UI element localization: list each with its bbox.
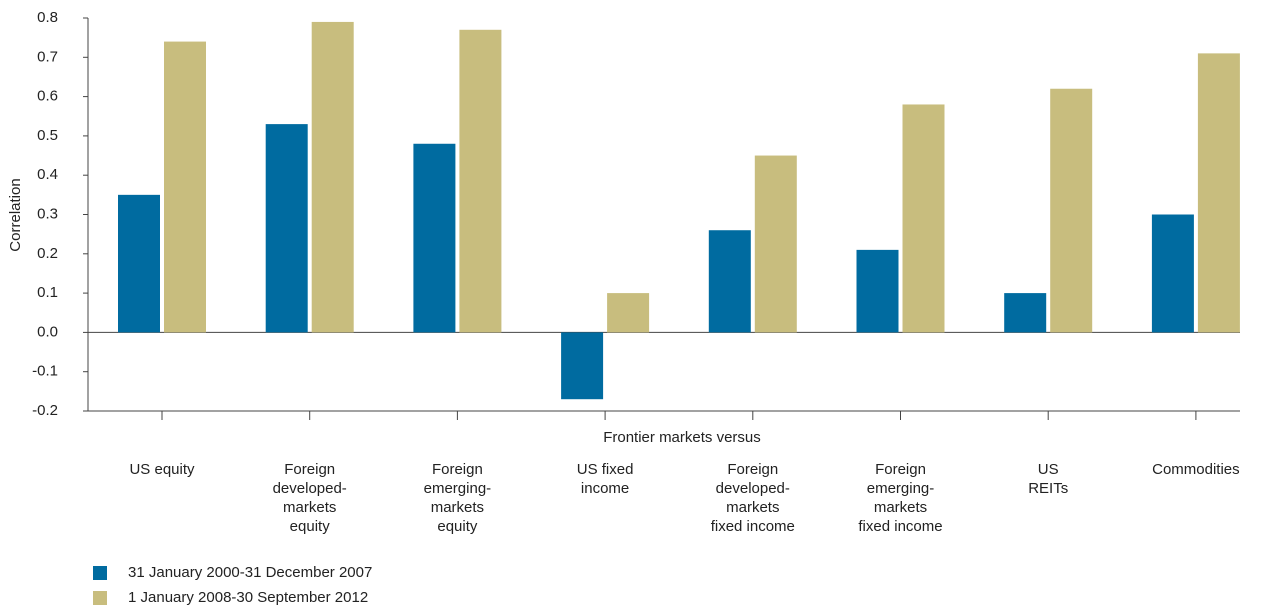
x-tick-label: markets bbox=[726, 499, 779, 516]
bar bbox=[856, 249, 899, 333]
x-tick-label: Foreign bbox=[284, 461, 335, 478]
legend-label: 31 January 2000-31 December 2007 bbox=[128, 564, 372, 581]
x-tick-label: emerging- bbox=[867, 480, 935, 497]
bar bbox=[1050, 88, 1093, 333]
y-tick-label: 0.8 bbox=[37, 9, 58, 26]
y-tick-label: 0.0 bbox=[37, 323, 58, 340]
bar bbox=[708, 230, 751, 333]
y-axis-label: Correlation bbox=[7, 178, 24, 251]
bar bbox=[1151, 214, 1194, 333]
y-tick-label: 0.7 bbox=[37, 48, 58, 65]
x-tick-label: developed- bbox=[716, 480, 790, 497]
y-tick-label: 0.4 bbox=[37, 166, 58, 183]
x-tick-label: fixed income bbox=[858, 518, 942, 535]
x-tick-label: fixed income bbox=[711, 518, 795, 535]
bar bbox=[1197, 53, 1240, 333]
x-tick-label: markets bbox=[283, 499, 336, 516]
bar bbox=[1004, 293, 1047, 333]
y-tick-label: 0.2 bbox=[37, 245, 58, 262]
bar bbox=[902, 104, 945, 333]
y-tick-label: 0.3 bbox=[37, 205, 58, 222]
y-tick-label: 0.1 bbox=[37, 284, 58, 301]
x-tick-label: emerging- bbox=[424, 480, 492, 497]
bar bbox=[311, 21, 354, 333]
x-tick-label: Foreign bbox=[875, 461, 926, 478]
legend-swatch bbox=[93, 566, 107, 580]
x-tick-label: markets bbox=[431, 499, 484, 516]
x-tick-label: US bbox=[1038, 461, 1059, 478]
bar bbox=[607, 293, 650, 333]
x-tick-label: markets bbox=[874, 499, 927, 516]
x-tick-label: equity bbox=[437, 518, 478, 535]
x-tick-label: US fixed bbox=[577, 461, 634, 478]
bar bbox=[118, 194, 160, 333]
bar bbox=[413, 143, 456, 333]
bar bbox=[754, 155, 797, 333]
x-tick-label: US equity bbox=[129, 461, 195, 478]
x-tick-label: equity bbox=[290, 518, 331, 535]
y-tick-label: 0.5 bbox=[37, 127, 58, 144]
x-tick-label: REITs bbox=[1028, 480, 1068, 497]
x-tick-label: income bbox=[581, 480, 629, 497]
legend-label: 1 January 2008-30 September 2012 bbox=[128, 589, 368, 606]
y-tick-label: 0.6 bbox=[37, 88, 58, 105]
x-tick-label: Commodities bbox=[1152, 461, 1240, 478]
bar bbox=[265, 124, 308, 333]
x-tick-label: Foreign bbox=[432, 461, 483, 478]
x-tick-label: developed- bbox=[273, 480, 347, 497]
bar bbox=[459, 29, 502, 333]
x-tick-label: Foreign bbox=[727, 461, 778, 478]
bar bbox=[164, 41, 206, 333]
legend-swatch bbox=[93, 591, 107, 605]
bar bbox=[561, 332, 604, 400]
x-axis-label: Frontier markets versus bbox=[603, 429, 761, 446]
y-tick-label: -0.2 bbox=[32, 402, 58, 419]
y-tick-label: -0.1 bbox=[32, 363, 58, 380]
